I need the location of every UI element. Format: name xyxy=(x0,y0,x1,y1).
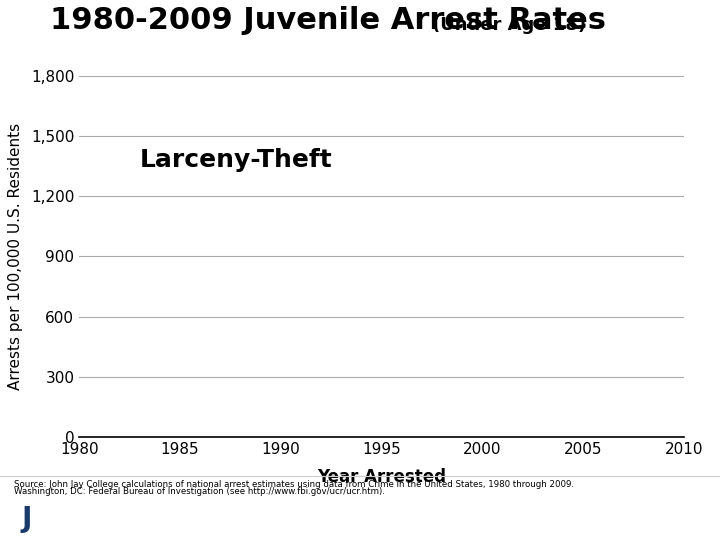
Y-axis label: Arrests per 100,000 U.S. Residents: Arrests per 100,000 U.S. Residents xyxy=(8,123,22,390)
X-axis label: Year Arrested: Year Arrested xyxy=(317,468,446,487)
Text: Jeffrey A. Butts, Ph.D.: Jeffrey A. Butts, Ph.D. xyxy=(571,507,706,519)
Text: 1980-2009 Juvenile Arrest Rates: 1980-2009 Juvenile Arrest Rates xyxy=(50,6,606,35)
Text: JOHN JAY COLLEGE: JOHN JAY COLLEGE xyxy=(68,504,167,513)
Text: Source: John Jay College calculations of national arrest estimates using data fr: Source: John Jay College calculations of… xyxy=(14,480,575,489)
Text: THE CITY UNIVERSITY OF NEW YORK: THE CITY UNIVERSITY OF NEW YORK xyxy=(68,514,189,521)
Text: (Under Age 18): (Under Age 18) xyxy=(432,16,586,34)
Text: OF CRIMINAL JUSTICE: OF CRIMINAL JUSTICE xyxy=(68,522,161,530)
Text: Washington, DC: Federal Bureau of Investigation (see http://www.fbi.gov/ucr/ucr.: Washington, DC: Federal Bureau of Invest… xyxy=(14,487,385,496)
Text: www.jeffreybutts.net: www.jeffreybutts.net xyxy=(589,522,706,531)
Text: Larceny-Theft: Larceny-Theft xyxy=(140,148,333,172)
Text: J: J xyxy=(22,505,32,533)
